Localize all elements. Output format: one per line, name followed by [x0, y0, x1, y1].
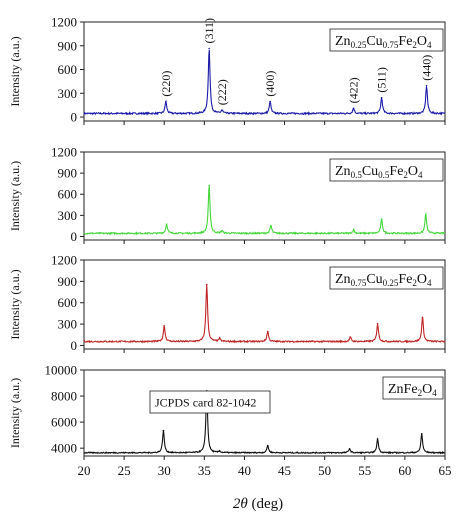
y-tick-label: 600 — [58, 187, 78, 202]
series-line — [83, 390, 446, 455]
x-tick-label: 30 — [158, 463, 171, 478]
peak-point — [270, 224, 272, 227]
panel-2: 0 300 600 900 1200 Intensity (a.u.) Zn0.5Cu0.5… — [8, 145, 446, 244]
y-tick-label: 8000 — [51, 389, 77, 404]
legend-text: Zn0.75Cu0.25Fe2O4 — [335, 272, 432, 288]
x-tick-label: 55 — [358, 463, 371, 478]
peak-point — [349, 336, 352, 339]
y-tick-label: 4000 — [51, 441, 77, 456]
peak-point — [165, 223, 168, 225]
peak-point — [266, 330, 269, 333]
legend-box — [329, 28, 444, 52]
series-line — [83, 186, 446, 236]
peak-point — [218, 337, 221, 340]
peak-point — [218, 450, 221, 452]
panel-1: 0 300 600 900 1200 Intensity (a.u.) (220) (311)… — [8, 15, 446, 125]
peak-point — [208, 47, 210, 50]
y-tick-label: 0 — [71, 229, 78, 244]
peak-point — [421, 316, 424, 319]
series-line — [83, 49, 446, 116]
peak-point — [269, 100, 271, 103]
y-tick-label: 0 — [71, 338, 78, 353]
y-tick-label: 10000 — [45, 363, 78, 378]
peak-point — [376, 438, 379, 440]
plot-frame — [83, 259, 446, 350]
peak-point — [352, 107, 355, 110]
peak-point — [221, 109, 223, 112]
peak-point — [221, 230, 223, 232]
peak-label: (222) — [215, 79, 229, 105]
y-tick-label: 600 — [58, 295, 78, 310]
peak-point — [380, 96, 383, 99]
plot-frame — [83, 21, 446, 122]
y-axis-label: Intensity (a.u.) — [8, 269, 22, 339]
peak-point — [376, 322, 379, 325]
legend-text: ZnFe2O4 — [388, 382, 437, 398]
legend-box — [329, 158, 444, 182]
y-axis-label: Intensity (a.u.) — [8, 36, 22, 106]
x-tick-label: 35 — [198, 463, 211, 478]
series-line — [83, 285, 446, 344]
panel-4: 4000 6000 8000 10000 Intensity (a.u.) ZnFe2O4… — [8, 363, 446, 460]
annotation-box — [149, 390, 271, 414]
x-axis-label: 2θ (deg) — [233, 496, 283, 512]
peak-label: (220) — [159, 71, 173, 97]
legend-text: Zn0.5Cu0.5Fe2O4 — [335, 164, 423, 180]
y-tick-label: 1200 — [51, 145, 77, 160]
y-axis-label: Intensity (a.u.) — [8, 161, 22, 231]
peak-point — [163, 325, 166, 327]
x-tick-label: 50 — [318, 463, 331, 478]
plot-frame — [83, 369, 446, 457]
peak-point — [380, 218, 383, 221]
peak-point — [348, 448, 351, 450]
peak-point — [424, 213, 427, 216]
y-axis-label: Intensity (a.u.) — [8, 378, 22, 448]
x-tick-label: 45 — [278, 463, 291, 478]
y-tick-label: 900 — [58, 166, 78, 181]
peak-point — [208, 184, 210, 187]
legend-box — [329, 266, 444, 290]
y-tick-label: 600 — [58, 62, 78, 77]
y-tick-label: 6000 — [51, 415, 77, 430]
y-tick-label: 300 — [58, 86, 78, 101]
y-tick-label: 900 — [58, 38, 78, 53]
y-tick-label: 300 — [58, 317, 78, 332]
y-tick-label: 900 — [58, 274, 78, 289]
x-tick-label: 60 — [398, 463, 411, 478]
peak-point — [205, 283, 208, 286]
peak-label: (511) — [375, 67, 389, 93]
panels-group: 0 300 600 900 1200 Intensity (a.u.) (220) (311)… — [8, 15, 446, 460]
plot-frame — [83, 151, 446, 241]
x-tick-label: 40 — [238, 463, 251, 478]
peak-label: (311) — [202, 18, 216, 44]
y-tick-label: 1200 — [51, 15, 77, 30]
peak-label: (422) — [347, 77, 361, 103]
annotation-text: JCPDS card 82-1042 — [155, 396, 256, 410]
x-tick-label: 20 — [78, 463, 91, 478]
peak-point — [162, 429, 165, 432]
peak-point — [165, 100, 167, 103]
panel-3: 0 300 600 900 1200 Intensity (a.u.) Zn0.75Cu0.… — [8, 253, 446, 353]
x-tick-label: 25 — [118, 463, 131, 478]
x-axis: 20 25 30 35 40 45 50 55 60 65 — [78, 463, 452, 478]
y-tick-label: 0 — [71, 110, 78, 125]
x-tick-label: 65 — [439, 463, 452, 478]
y-tick-label: 300 — [58, 208, 78, 223]
peak-point — [425, 84, 428, 87]
peak-label: (440) — [420, 55, 434, 81]
legend-text: Zn0.25Cu0.75Fe2O4 — [335, 34, 432, 50]
peak-point — [352, 228, 355, 231]
legend-box — [382, 376, 444, 400]
peak-point — [420, 433, 423, 435]
y-tick-label: 1200 — [51, 253, 77, 268]
x-axis-label-symbol: 2θ — [233, 496, 249, 512]
peak-point — [266, 444, 269, 447]
x-axis-label-unit: (deg) — [248, 496, 283, 512]
peak-label: (400) — [263, 71, 277, 97]
